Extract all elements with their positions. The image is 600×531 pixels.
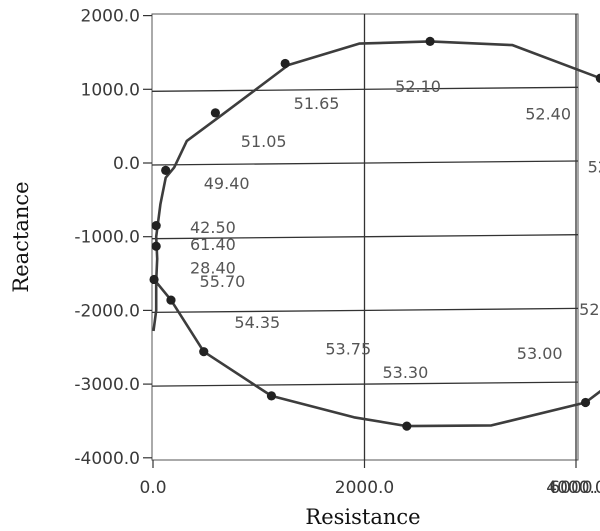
- x-tick-label: 2000.0: [335, 478, 394, 498]
- frequency-label: 53.75: [325, 340, 371, 359]
- y-tick-label: 2000.0: [81, 7, 140, 27]
- data-point: [280, 58, 290, 69]
- grid: [151, 14, 579, 460]
- frequency-label: 54.35: [234, 313, 280, 332]
- impedance-curve: [152, 40, 600, 428]
- data-point: [210, 108, 220, 118]
- data-point: [166, 295, 176, 305]
- data-point: [149, 274, 159, 285]
- curve: [152, 40, 600, 428]
- data-point: [161, 165, 171, 175]
- frequency-label: 53.30: [382, 363, 428, 382]
- frequency-label: 42.50: [190, 218, 236, 237]
- x-tick-label: 0.0: [139, 478, 166, 498]
- x-tick-label: 6000.: [549, 478, 598, 498]
- y-tick-label: 0.0: [113, 154, 140, 174]
- data-point: [199, 347, 209, 357]
- point-labels: 52.1051.6552.4051.0552.5549.4042.5052.70…: [190, 77, 600, 382]
- y-tick-label: -3000.0: [74, 375, 140, 395]
- y-tick-labels: 2000.0 1000.0 0.0 -1000.0 -2000.0 -3000.0 -400…: [74, 7, 140, 469]
- frequency-label: 51.05: [241, 132, 287, 151]
- frequency-label: 49.40: [204, 174, 250, 193]
- data-point: [151, 241, 161, 251]
- frequency-label: 55.70: [200, 272, 246, 291]
- frequency-label: 51.65: [294, 94, 340, 113]
- y-tick-label: -1000.0: [74, 228, 140, 248]
- frequency-label: 52.55: [588, 158, 600, 177]
- markers: [149, 36, 600, 431]
- axes: [143, 14, 577, 468]
- x-tick-label: 4000.0: [546, 478, 600, 498]
- data-point: [151, 221, 161, 231]
- frequency-label: 52.85: [579, 300, 600, 319]
- frequency-label: 52.10: [395, 77, 441, 96]
- y-axis-title: Reactance: [9, 181, 33, 292]
- data-point: [595, 73, 600, 83]
- data-point: [402, 421, 412, 431]
- frequency-label: 53.00: [517, 344, 563, 363]
- y-tick-label: 1000.0: [81, 80, 140, 100]
- x-axis-title: Resistance: [305, 505, 420, 529]
- data-point: [425, 36, 435, 46]
- data-point: [580, 397, 591, 408]
- frequency-label: 28.40: [190, 259, 236, 278]
- y-tick-label: -4000.0: [74, 449, 140, 469]
- y-tick-label: -2000.0: [74, 301, 140, 321]
- data-point: [266, 391, 277, 401]
- frequency-label: 61.40: [190, 235, 236, 254]
- frequency-label: 52.40: [525, 105, 571, 124]
